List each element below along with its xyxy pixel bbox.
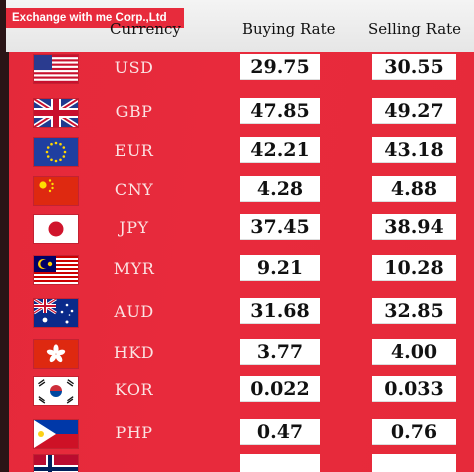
selling-rate: 0.033 (372, 376, 456, 402)
currency-column-header: Currency (110, 20, 181, 38)
buying-rate: 31.68 (240, 298, 320, 324)
buying-rate: 37.45 (240, 214, 320, 240)
buying-rate: 29.75 (240, 54, 320, 80)
currency-code: AUD (114, 302, 154, 321)
rate-row-myr: MYR 9.21 10.28 (0, 253, 474, 289)
buying-rate: 0.47 (240, 419, 320, 445)
rate-row-eur: EUR 42.21 43.18 (0, 135, 474, 171)
board-header: Exchange with me Corp.,Ltd Currency Buyi… (6, 0, 474, 52)
selling-rate-box-partial (372, 454, 456, 472)
buying-rate: 47.85 (240, 98, 320, 124)
rate-row-gbp: GBP 47.85 49.27 (0, 96, 474, 132)
company-name: Exchange with me Corp.,Ltd (6, 8, 184, 28)
buying-rate: 3.77 (240, 339, 320, 365)
philippines-flag-icon (34, 420, 78, 448)
currency-code: CNY (114, 180, 154, 199)
china-flag-icon (34, 177, 78, 205)
currency-code: PHP (115, 423, 153, 442)
buying-rate-column-header: Buying Rate (242, 20, 336, 38)
rate-row-aud: AUD 31.68 32.85 (0, 296, 474, 332)
currency-code: KOR (114, 380, 154, 399)
korea-flag-icon (34, 377, 78, 405)
selling-rate: 43.18 (372, 137, 456, 163)
board-frame-edge (0, 0, 9, 472)
buying-rate: 42.21 (240, 137, 320, 163)
selling-rate: 30.55 (372, 54, 456, 80)
japan-flag-icon (34, 215, 78, 243)
currency-code: EUR (114, 141, 154, 160)
norway-flag-icon (34, 455, 78, 472)
selling-rate: 38.94 (372, 214, 456, 240)
us-flag-icon (34, 55, 78, 83)
currency-code: HKD (113, 343, 155, 362)
currency-code: MYR (113, 259, 155, 278)
rate-row-hkd: HKD 3.77 4.00 (0, 337, 474, 373)
rate-row-partial (0, 452, 474, 472)
rate-row-kor: KOR 0.022 0.033 (0, 374, 474, 410)
currency-code: JPY (119, 218, 149, 237)
eu-flag-icon (34, 138, 78, 166)
buying-rate-box-partial (240, 454, 320, 472)
currency-code: GBP (115, 102, 153, 121)
selling-rate: 49.27 (372, 98, 456, 124)
buying-rate: 4.28 (240, 176, 320, 202)
rate-row-php: PHP 0.47 0.76 (0, 417, 474, 453)
australia-flag-icon (34, 299, 78, 327)
selling-rate-column-header: Selling Rate (368, 20, 462, 38)
rate-row-usd: USD 29.75 30.55 (0, 52, 474, 88)
selling-rate: 10.28 (372, 255, 456, 281)
uk-flag-icon (34, 99, 78, 127)
selling-rate: 4.00 (372, 339, 456, 365)
malaysia-flag-icon (34, 256, 78, 284)
rate-row-cny: CNY 4.28 4.88 (0, 174, 474, 210)
rate-row-jpy: JPY 37.45 38.94 (0, 212, 474, 248)
currency-code: USD (114, 58, 154, 77)
selling-rate: 0.76 (372, 419, 456, 445)
buying-rate: 9.21 (240, 255, 320, 281)
selling-rate: 4.88 (372, 176, 456, 202)
selling-rate: 32.85 (372, 298, 456, 324)
buying-rate: 0.022 (240, 376, 320, 402)
hongkong-flag-icon (34, 340, 78, 368)
